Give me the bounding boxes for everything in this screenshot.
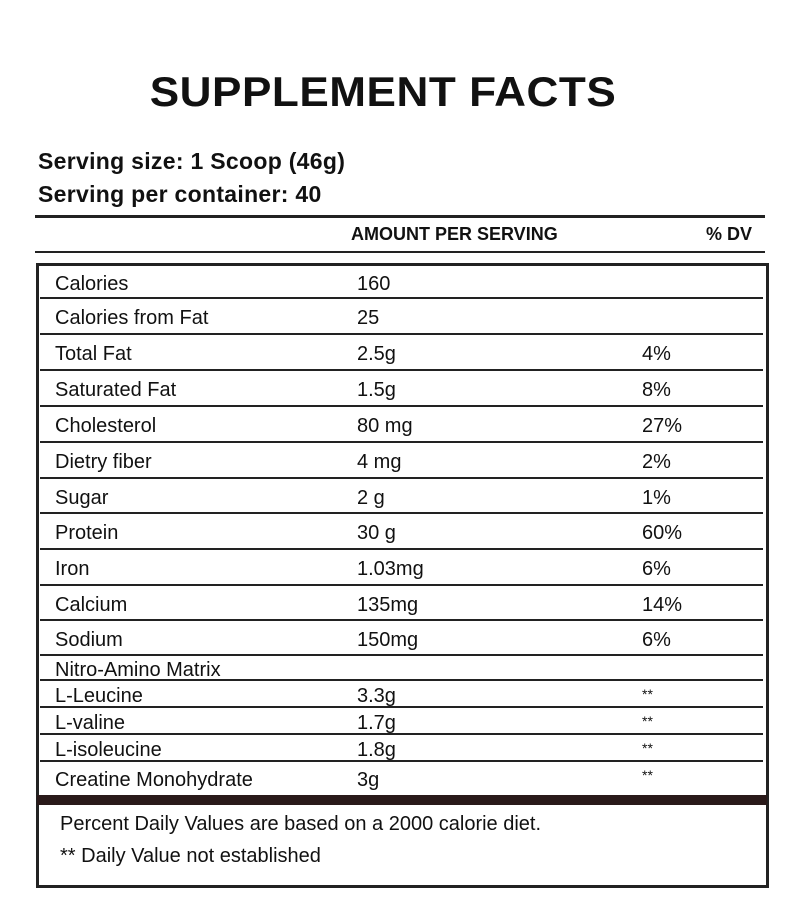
row-label: Protein [55, 522, 119, 544]
row-label: Calcium [55, 593, 128, 616]
rule [35, 215, 765, 218]
servings-per-container: Serving per container: 40 [38, 181, 322, 207]
row-label: Nitro-Amino Matrix [55, 658, 221, 681]
row-rule [40, 654, 763, 656]
row-rule [40, 679, 763, 681]
row-amount: 4 mg [357, 451, 402, 473]
row-dv: 27% [642, 415, 683, 437]
row-amount: 2.5g [357, 343, 396, 365]
row-dv: 2% [642, 451, 671, 473]
row-amount: 1.7g [357, 711, 396, 734]
row-dv: ** [642, 767, 653, 783]
facts-table [36, 263, 769, 888]
row-amount: 3.3g [357, 684, 396, 707]
row-amount: 80 mg [357, 415, 413, 437]
row-rule [40, 369, 763, 371]
row-dv: 6% [642, 558, 671, 580]
row-rule [40, 477, 763, 479]
row-rule [40, 297, 763, 299]
row-dv: 60% [642, 522, 683, 544]
row-label: L-valine [55, 711, 126, 734]
row-amount: 135mg [357, 593, 419, 616]
serving-size: Serving size: 1 Scoop (46g) [38, 148, 346, 174]
row-label: Saturated Fat [55, 379, 177, 401]
row-rule [40, 441, 763, 443]
row-amount: 1.8g [357, 738, 396, 761]
row-label: Cholesterol [55, 415, 157, 437]
row-rule [40, 733, 763, 735]
row-label: Iron [55, 558, 90, 580]
row-dv: 14% [642, 593, 683, 616]
row-amount: 30 g [357, 522, 396, 544]
row-dv: ** [642, 713, 653, 729]
row-amount: 1.5g [357, 379, 396, 401]
row-amount: 25 [357, 307, 380, 329]
row-rule [40, 512, 763, 514]
row-dv: 4% [642, 343, 671, 365]
row-dv: ** [642, 740, 653, 756]
row-label: L-isoleucine [55, 738, 162, 761]
row-label: Dietry fiber [55, 451, 152, 473]
row-label: L-Leucine [55, 684, 143, 707]
title: SUPPLEMENT FACTS [149, 68, 617, 115]
row-rule [40, 333, 763, 335]
row-rule [40, 584, 763, 586]
row-amount: 150mg [357, 628, 419, 651]
row-amount: 2 g [357, 486, 385, 509]
column-header: AMOUNT PER SERVING [351, 224, 558, 244]
row-dv: 1% [642, 486, 671, 509]
footer-note: Percent Daily Values are based on a 2000… [60, 813, 542, 835]
row-amount: 3g [357, 769, 380, 791]
row-rule [40, 548, 763, 550]
row-label: Sugar [55, 486, 109, 509]
rule [35, 251, 765, 253]
row-dv: 6% [642, 628, 671, 651]
row-dv: ** [642, 686, 653, 702]
row-dv: 8% [642, 379, 671, 401]
row-label: Creatine Monohydrate [55, 769, 253, 791]
footer-footnote: ** Daily Value not established [60, 845, 321, 867]
row-rule [40, 405, 763, 407]
row-label: Sodium [55, 628, 123, 651]
row-rule [40, 760, 763, 762]
row-label: Calories [55, 273, 129, 295]
row-amount: 1.03mg [357, 558, 424, 580]
divider-bar [37, 795, 767, 805]
row-rule [40, 706, 763, 708]
row-amount: 160 [357, 273, 391, 295]
column-header: % DV [706, 224, 753, 244]
row-rule [40, 619, 763, 621]
row-label: Total Fat [55, 343, 132, 365]
row-label: Calories from Fat [55, 307, 209, 329]
